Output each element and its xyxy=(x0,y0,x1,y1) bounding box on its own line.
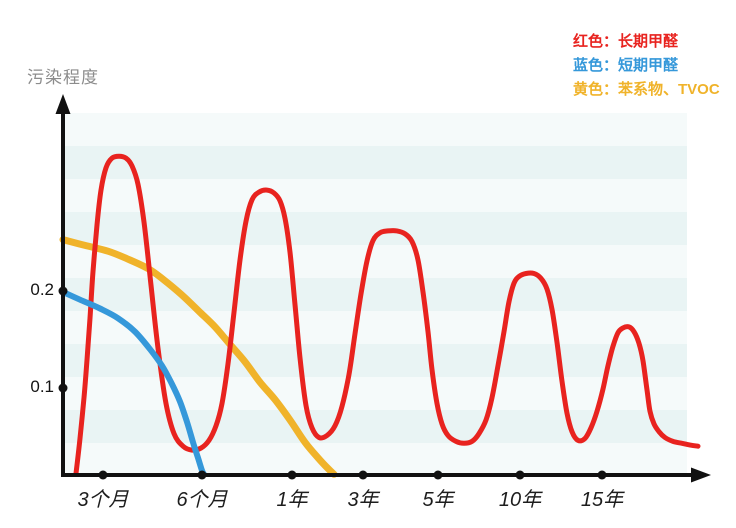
plot-stripe xyxy=(63,146,687,179)
y-axis-title: 污染程度 xyxy=(27,68,99,87)
y-tick-label: 0.2 xyxy=(30,280,54,299)
x-tick-dot xyxy=(197,470,207,480)
x-tick-dot xyxy=(98,470,108,480)
y-axis-arrow-icon xyxy=(55,94,71,114)
legend-item-blue: 蓝色：短期甲醛 xyxy=(573,57,679,74)
x-tick-dot xyxy=(358,470,368,480)
y-tick-dot xyxy=(58,286,68,296)
x-tick-dot xyxy=(287,470,297,480)
legend-item-red: 红色：长期甲醛 xyxy=(573,33,679,50)
series-blue-line xyxy=(60,289,207,478)
y-tick-dot xyxy=(58,383,68,393)
plot-stripe xyxy=(63,179,687,212)
x-tick-dot xyxy=(433,470,443,480)
x-tick-dot xyxy=(597,470,607,480)
plot-stripe xyxy=(63,245,687,278)
x-tick-dot xyxy=(515,470,525,480)
plot-stripe xyxy=(63,377,687,410)
series-red-line xyxy=(73,153,701,476)
y-tick-label: 0.1 xyxy=(30,377,54,396)
plot-stripe xyxy=(63,113,687,146)
legend: 红色：长期甲醛 蓝色：短期甲醛 黄色：苯系物、TVOC xyxy=(573,30,720,102)
legend-item-yellow: 黄色：苯系物、TVOC xyxy=(573,81,720,98)
plot-stripe xyxy=(63,278,687,311)
plot-stripe xyxy=(63,443,687,474)
x-axis-arrow-icon xyxy=(691,467,711,483)
series-yellow-line xyxy=(59,236,338,478)
plot-stripe xyxy=(63,311,687,344)
